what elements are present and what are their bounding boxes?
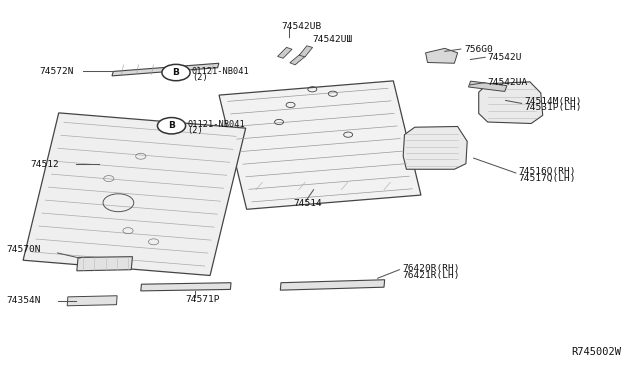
Text: 74514M(RH): 74514M(RH) <box>525 97 582 106</box>
Polygon shape <box>280 280 385 290</box>
Text: 01121-NB041: 01121-NB041 <box>188 120 245 129</box>
Text: (2): (2) <box>188 126 204 135</box>
Text: B: B <box>173 68 179 77</box>
Polygon shape <box>300 46 312 57</box>
Text: 76420R(RH): 76420R(RH) <box>402 264 460 273</box>
Text: 74542U: 74542U <box>488 53 522 62</box>
Text: 74512: 74512 <box>31 160 60 169</box>
Polygon shape <box>67 296 117 306</box>
Polygon shape <box>278 47 292 58</box>
Text: 74542UB: 74542UB <box>282 22 322 31</box>
Circle shape <box>157 118 186 134</box>
Polygon shape <box>403 126 467 169</box>
Polygon shape <box>468 81 507 92</box>
Polygon shape <box>112 63 219 76</box>
Polygon shape <box>141 283 231 291</box>
Polygon shape <box>290 54 305 65</box>
Text: 74516Q(RH): 74516Q(RH) <box>518 167 576 176</box>
Text: 74570N: 74570N <box>6 246 41 254</box>
Text: 01121-NB041: 01121-NB041 <box>192 67 250 76</box>
Circle shape <box>162 64 190 81</box>
Text: 76421R(LH): 76421R(LH) <box>402 271 460 280</box>
Text: 74571P: 74571P <box>186 295 220 304</box>
Polygon shape <box>219 81 421 209</box>
Text: 756G0: 756G0 <box>465 45 493 54</box>
Polygon shape <box>77 257 132 271</box>
Text: 74531P(LH): 74531P(LH) <box>525 103 582 112</box>
Text: 74517Q(LH): 74517Q(LH) <box>518 174 576 183</box>
Text: B: B <box>168 121 175 130</box>
Text: 74354N: 74354N <box>6 296 41 305</box>
Text: 74572N: 74572N <box>40 67 74 76</box>
Text: 74542UШ: 74542UШ <box>312 35 353 44</box>
Polygon shape <box>426 48 458 63</box>
Text: 74542UA: 74542UA <box>488 78 528 87</box>
Text: (2): (2) <box>192 73 208 81</box>
Text: 74514: 74514 <box>293 199 322 208</box>
Text: R745002W: R745002W <box>571 347 621 357</box>
Polygon shape <box>479 82 543 124</box>
Polygon shape <box>23 113 246 276</box>
